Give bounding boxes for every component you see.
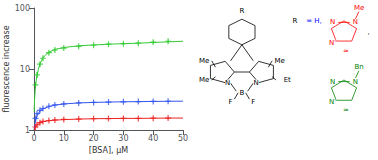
svg-text:40: 40 — [148, 134, 158, 143]
svg-text:Bn: Bn — [354, 63, 363, 71]
svg-text:Et: Et — [284, 76, 291, 84]
svg-text:N': N' — [329, 98, 336, 106]
svg-text:Me: Me — [199, 76, 209, 84]
svg-text:20: 20 — [89, 134, 99, 143]
svg-text:N: N — [225, 79, 230, 87]
svg-text:Me: Me — [199, 57, 209, 65]
svg-text:N: N — [330, 78, 335, 86]
svg-text:Me: Me — [354, 4, 364, 12]
svg-text:10: 10 — [20, 65, 30, 74]
svg-text:= H,: = H, — [306, 17, 322, 25]
svg-text:≈: ≈ — [343, 47, 349, 55]
svg-text:N: N — [353, 78, 358, 86]
svg-text:N': N' — [329, 39, 336, 47]
svg-text:F: F — [229, 98, 233, 106]
svg-text:30: 30 — [118, 134, 128, 143]
svg-text:B: B — [240, 89, 245, 97]
svg-text:0: 0 — [31, 134, 36, 143]
svg-text:10: 10 — [59, 134, 69, 143]
svg-text:50: 50 — [178, 134, 188, 143]
svg-text:,: , — [367, 28, 369, 36]
svg-text:N: N — [253, 79, 258, 87]
svg-text:R: R — [239, 7, 244, 15]
svg-text:fluorescence increase: fluorescence increase — [2, 25, 11, 112]
svg-text:100: 100 — [15, 4, 30, 13]
svg-text:≈: ≈ — [343, 106, 349, 114]
svg-text:R: R — [292, 17, 297, 25]
svg-text:1: 1 — [25, 126, 30, 135]
svg-text:Me: Me — [275, 57, 285, 65]
svg-text:N: N — [330, 18, 335, 26]
svg-text:F: F — [251, 98, 255, 106]
svg-text:[BSA], μM: [BSA], μM — [89, 146, 128, 155]
svg-text:N: N — [353, 18, 358, 26]
